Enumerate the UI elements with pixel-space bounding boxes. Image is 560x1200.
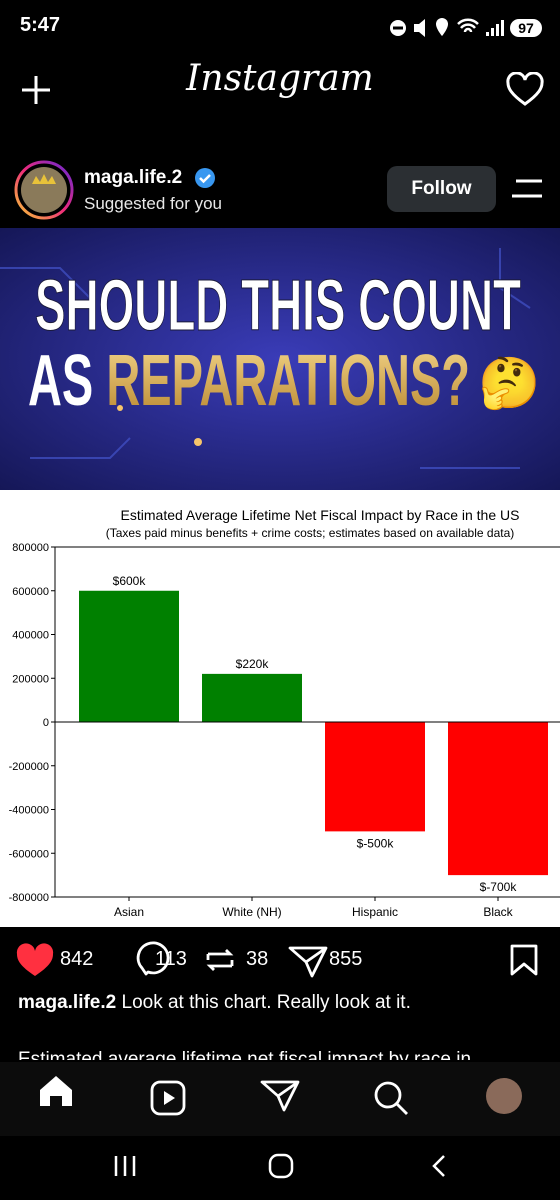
- search-handle: [396, 1103, 408, 1115]
- search-tab[interactable]: [374, 1081, 402, 1109]
- like-count[interactable]: 842: [60, 948, 94, 970]
- x-tick-label: Hispanic: [352, 905, 398, 919]
- chart: Estimated Average Lifetime Net Fiscal Im…: [0, 490, 560, 927]
- y-tick-label: -600000: [9, 848, 49, 860]
- bar: [325, 722, 425, 832]
- x-tick-label: White (NH): [222, 905, 281, 919]
- avatar[interactable]: [14, 160, 74, 220]
- post-banner: SHOULD THIS COUNT AS REPARATIONS? 🤔: [0, 228, 560, 490]
- plus-icon: [22, 76, 50, 104]
- share-button[interactable]: [288, 946, 328, 978]
- reels-tab[interactable]: [150, 1080, 186, 1116]
- create-button[interactable]: [18, 72, 54, 108]
- value-label: $220k: [236, 657, 270, 671]
- messages-tab[interactable]: [260, 1080, 300, 1112]
- y-tick-label: 400000: [12, 630, 49, 642]
- follow-button[interactable]: Follow: [387, 166, 496, 212]
- activity-button[interactable]: [505, 72, 545, 108]
- repost-count[interactable]: 38: [246, 948, 269, 970]
- status-time: 5:47: [20, 14, 61, 36]
- banner-emoji: 🤔: [478, 355, 540, 411]
- share-count[interactable]: 855: [329, 948, 363, 970]
- comment-count[interactable]: 113: [155, 948, 187, 970]
- value-label: $-700k: [480, 880, 518, 894]
- comment-button[interactable]: [136, 941, 170, 976]
- banner-line1: SHOULD THIS COUNT: [35, 266, 521, 346]
- x-tick-label: Black: [483, 905, 513, 919]
- chart-title: Estimated Average Lifetime Net Fiscal Im…: [121, 507, 520, 523]
- chart-subtitle: (Taxes paid minus benefits + crime costs…: [106, 526, 515, 540]
- value-label: $-500k: [357, 836, 395, 850]
- repost-button[interactable]: [206, 949, 234, 971]
- bar: [202, 673, 302, 722]
- mute-icon: [414, 19, 425, 37]
- home-button[interactable]: [268, 1153, 294, 1179]
- y-tick-label: -400000: [9, 805, 49, 817]
- dnd-bar: [393, 26, 403, 30]
- caption: maga.life.2 Look at this chart. Really l…: [18, 992, 411, 1014]
- banner-background: [0, 228, 560, 490]
- verified-badge: [195, 168, 215, 188]
- home-tab[interactable]: [40, 1076, 72, 1106]
- axes-frame: [54, 546, 560, 898]
- battery-level: 97: [518, 20, 534, 36]
- reels-play: [164, 1091, 175, 1105]
- x-tick-label: Asian: [114, 905, 144, 919]
- post-username[interactable]: maga.life.2: [84, 167, 183, 188]
- app-title: Instagram: [186, 58, 374, 99]
- back-button[interactable]: [432, 1155, 445, 1177]
- location-icon: [436, 18, 448, 36]
- more-button[interactable]: [510, 178, 546, 200]
- banner-line2-prefix: AS: [28, 341, 106, 421]
- y-tick-label: 200000: [12, 673, 49, 685]
- avatar-crown: [32, 174, 56, 184]
- caption-username[interactable]: maga.life.2: [18, 992, 117, 1013]
- status-icons: 97: [390, 18, 542, 37]
- y-tick-label: -800000: [9, 892, 49, 904]
- y-tick-label: 600000: [12, 586, 49, 598]
- profile-tab[interactable]: [486, 1078, 522, 1114]
- avatar-image: [21, 167, 67, 213]
- nav-icons: [40, 1076, 522, 1116]
- post-subtitle: Suggested for you: [84, 194, 222, 213]
- signal-icon: [486, 20, 504, 36]
- menu-icon: [512, 179, 542, 198]
- y-tick-label: 0: [43, 717, 49, 729]
- action-icons: [16, 941, 538, 978]
- y-tick-label: -200000: [9, 761, 49, 773]
- caption-more: Estimated average lifetime net fiscal im…: [18, 1049, 472, 1060]
- like-button[interactable]: [16, 943, 54, 976]
- bar: [79, 590, 179, 722]
- glow-dot: [194, 438, 202, 446]
- value-label: $600k: [113, 574, 147, 588]
- system-nav: [114, 1153, 445, 1179]
- y-tick-label: 800000: [12, 542, 49, 554]
- banner-line2-highlight: REPARATIONS?: [106, 341, 470, 421]
- circuit-lines: [0, 248, 531, 469]
- glow-dot: [117, 405, 123, 411]
- battery-icon: [510, 19, 542, 37]
- heart-outline-icon: [506, 72, 544, 106]
- wifi-icon: [457, 18, 479, 33]
- bar: [448, 722, 548, 876]
- story-ring: [14, 160, 74, 220]
- save-button[interactable]: [510, 944, 538, 976]
- recents-button[interactable]: [114, 1156, 136, 1176]
- caption-text: Look at this chart. Really look at it.: [121, 992, 411, 1013]
- banner-line2: AS REPARATIONS?: [28, 341, 470, 421]
